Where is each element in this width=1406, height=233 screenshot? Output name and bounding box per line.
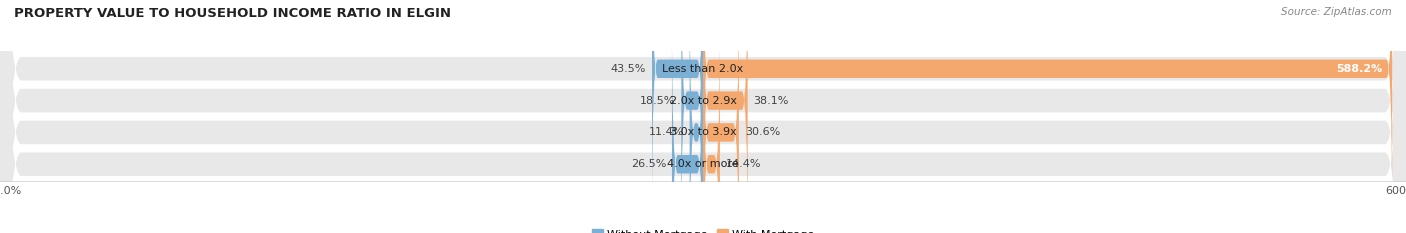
Text: 43.5%: 43.5%	[610, 64, 647, 74]
FancyBboxPatch shape	[703, 14, 720, 233]
Text: PROPERTY VALUE TO HOUSEHOLD INCOME RATIO IN ELGIN: PROPERTY VALUE TO HOUSEHOLD INCOME RATIO…	[14, 7, 451, 20]
FancyBboxPatch shape	[703, 0, 1392, 219]
Text: 4.0x or more: 4.0x or more	[668, 159, 738, 169]
Text: 30.6%: 30.6%	[745, 127, 780, 137]
FancyBboxPatch shape	[672, 14, 703, 233]
Text: 14.4%: 14.4%	[725, 159, 761, 169]
Text: Source: ZipAtlas.com: Source: ZipAtlas.com	[1281, 7, 1392, 17]
FancyBboxPatch shape	[703, 0, 748, 233]
Legend: Without Mortgage, With Mortgage: Without Mortgage, With Mortgage	[588, 225, 818, 233]
Text: 26.5%: 26.5%	[631, 159, 666, 169]
Text: 11.4%: 11.4%	[648, 127, 683, 137]
FancyBboxPatch shape	[682, 0, 703, 233]
Text: 3.0x to 3.9x: 3.0x to 3.9x	[669, 127, 737, 137]
Text: Less than 2.0x: Less than 2.0x	[662, 64, 744, 74]
Text: 18.5%: 18.5%	[640, 96, 675, 106]
FancyBboxPatch shape	[703, 0, 740, 233]
FancyBboxPatch shape	[690, 0, 703, 233]
Text: 588.2%: 588.2%	[1337, 64, 1384, 74]
FancyBboxPatch shape	[652, 0, 703, 219]
Text: 2.0x to 2.9x: 2.0x to 2.9x	[669, 96, 737, 106]
Text: 38.1%: 38.1%	[754, 96, 789, 106]
